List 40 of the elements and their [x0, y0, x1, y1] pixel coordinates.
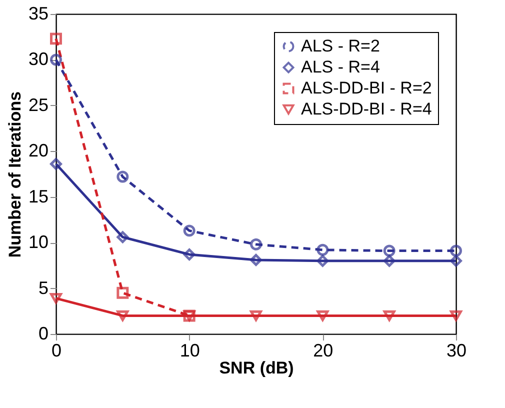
- point: [383, 244, 396, 257]
- point: [316, 310, 329, 322]
- point: [316, 244, 329, 256]
- x-tick-label: 10: [180, 340, 200, 360]
- x-tick-label: 30: [446, 340, 467, 360]
- y-axis-title: Number of Iterations: [5, 91, 24, 258]
- point: [183, 224, 196, 237]
- point: [116, 310, 129, 322]
- y-tick-label: 30: [28, 49, 48, 70]
- point: [450, 254, 462, 267]
- legend-label: ALS-DD-BI - R=2: [301, 78, 432, 98]
- point: [383, 254, 396, 267]
- point: [383, 310, 396, 322]
- point: [50, 292, 62, 304]
- x-axis-title: SNR (dB): [219, 358, 294, 378]
- x-tick-label: 20: [313, 340, 334, 360]
- y-tick-label: 20: [28, 140, 48, 161]
- point: [250, 310, 262, 322]
- y-tick-label: 0: [38, 324, 48, 344]
- point: [250, 238, 262, 250]
- point: [50, 158, 62, 170]
- y-tick-label: 25: [28, 94, 48, 115]
- point: [50, 32, 62, 45]
- y-tick-label: 10: [28, 232, 48, 252]
- point: [450, 310, 462, 322]
- point: [183, 248, 196, 260]
- y-tick-label: 15: [28, 186, 48, 206]
- y-tick-label: 5: [38, 278, 48, 298]
- point: [450, 244, 462, 257]
- point: [116, 170, 129, 183]
- y-tick-label: 35: [28, 4, 48, 24]
- legend-label: ALS-DD-BI - R=4: [301, 100, 432, 118]
- point: [250, 254, 262, 266]
- x-tick-label: 0: [51, 340, 62, 360]
- point: [116, 286, 129, 299]
- legend-label: ALS - R=2: [301, 36, 380, 56]
- legend-label: ALS - R=4: [301, 58, 380, 76]
- point: [116, 231, 129, 244]
- point: [50, 54, 62, 66]
- point: [316, 254, 329, 267]
